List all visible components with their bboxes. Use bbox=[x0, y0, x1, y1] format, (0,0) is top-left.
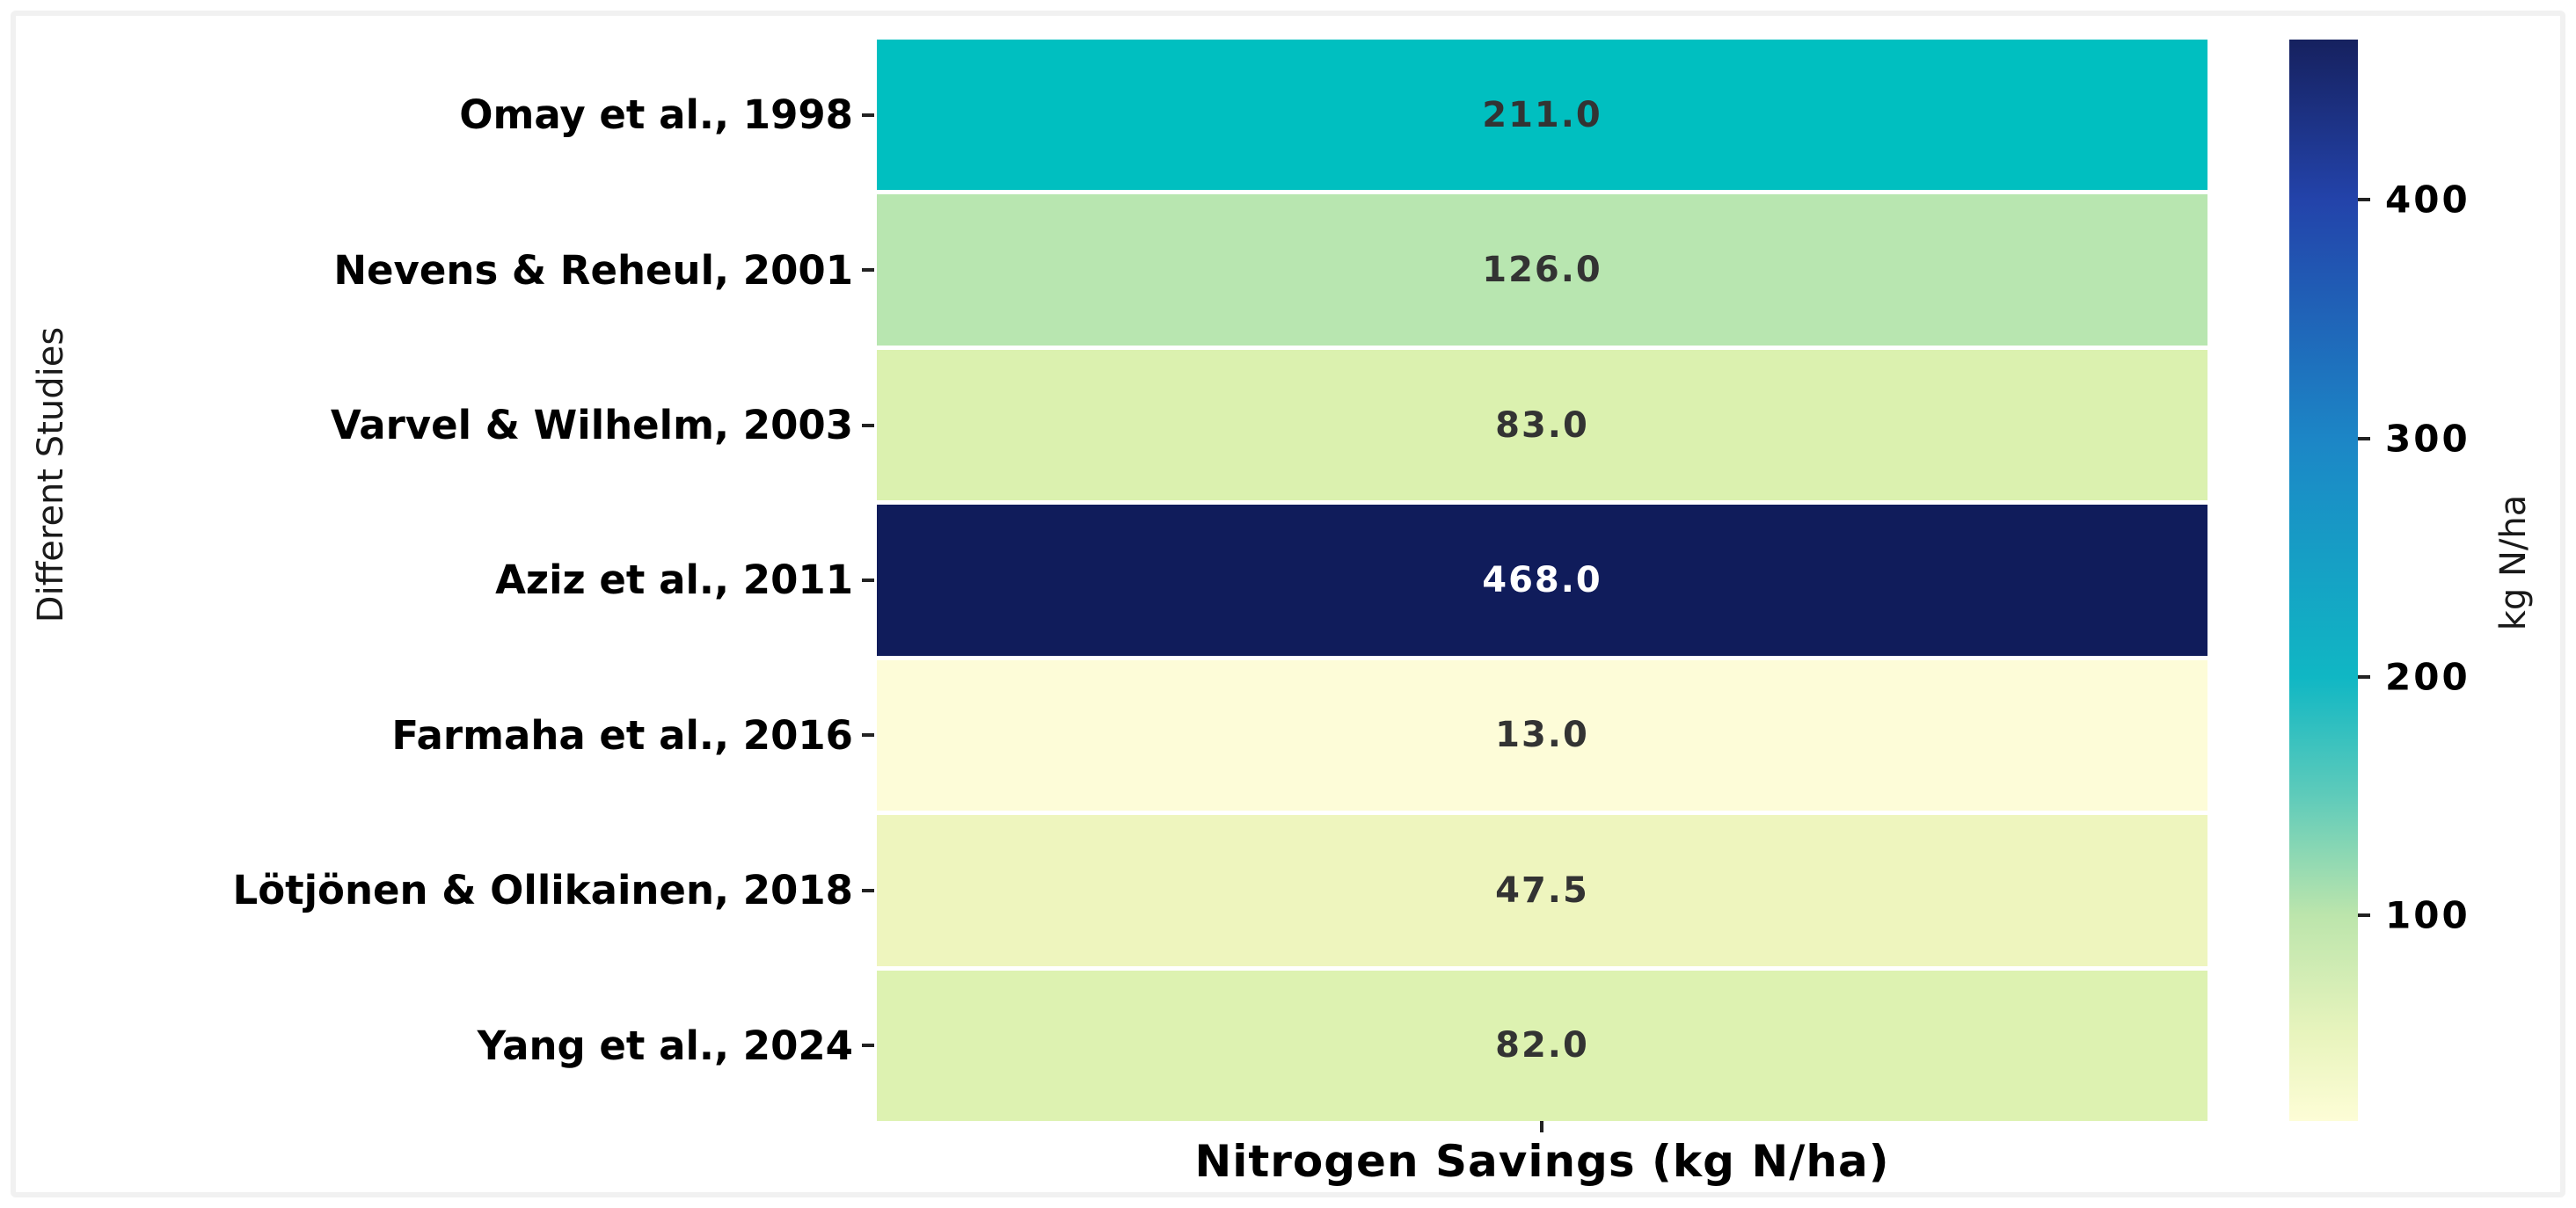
y-tick-label: Nevens & Reheul, 2001 bbox=[333, 246, 853, 294]
colorbar-tick-label: 200 bbox=[2385, 655, 2470, 699]
heatmap-cell: 468.0 bbox=[877, 505, 2207, 656]
y-tick-mark bbox=[862, 733, 874, 738]
cell-value: 211.0 bbox=[1482, 94, 1602, 135]
y-tick: Aziz et al., 2011 bbox=[44, 505, 874, 655]
y-tick-mark bbox=[862, 113, 874, 117]
heatmap-plot-area: 211.0 126.0 83.0 468.0 13.0 47.5 82.0 bbox=[877, 40, 2207, 1121]
heatmap-cell: 83.0 bbox=[877, 349, 2207, 501]
y-tick-mark bbox=[862, 423, 874, 427]
colorbar-tick-mark bbox=[2358, 437, 2370, 440]
y-tick: Nevens & Reheul, 2001 bbox=[44, 194, 874, 345]
heatmap-cell: 47.5 bbox=[877, 815, 2207, 966]
colorbar-tick-label: 300 bbox=[2385, 417, 2470, 461]
colorbar-tick-mark bbox=[2358, 675, 2370, 679]
y-tick-mark bbox=[862, 268, 874, 273]
y-tick-mark bbox=[862, 1044, 874, 1048]
y-tick-label: Farmaha et al., 2016 bbox=[391, 711, 853, 759]
y-tick-label: Yang et al., 2024 bbox=[477, 1022, 853, 1069]
colorbar-axis-label: kg N/ha bbox=[2493, 494, 2534, 631]
y-tick-label: Varvel & Wilhelm, 2003 bbox=[330, 402, 853, 449]
y-tick: Lötjönen & Ollikainen, 2018 bbox=[44, 815, 874, 965]
x-axis-label: Nitrogen Savings (kg N/ha) bbox=[1194, 1136, 1890, 1187]
x-tick-mark bbox=[1540, 1121, 1543, 1132]
y-tick-label: Lötjönen & Ollikainen, 2018 bbox=[232, 867, 853, 914]
cell-value: 468.0 bbox=[1482, 559, 1602, 600]
heatmap-cell: 82.0 bbox=[877, 970, 2207, 1121]
colorbar-tick-mark bbox=[2358, 913, 2370, 917]
cell-value: 82.0 bbox=[1495, 1025, 1589, 1066]
y-tick-label: Omay et al., 1998 bbox=[459, 91, 853, 139]
y-axis-tick-labels: Omay et al., 1998 Nevens & Reheul, 2001 … bbox=[44, 40, 874, 1121]
y-tick: Omay et al., 1998 bbox=[44, 40, 874, 190]
colorbar-tick-label: 100 bbox=[2385, 893, 2470, 937]
y-tick-mark bbox=[862, 888, 874, 892]
colorbar bbox=[2289, 40, 2358, 1121]
cell-value: 83.0 bbox=[1495, 404, 1589, 446]
y-tick: Yang et al., 2024 bbox=[44, 971, 874, 1121]
colorbar-tick-label: 400 bbox=[2385, 178, 2470, 222]
heatmap-cell: 126.0 bbox=[877, 194, 2207, 346]
y-tick: Farmaha et al., 2016 bbox=[44, 660, 874, 811]
y-tick: Varvel & Wilhelm, 2003 bbox=[44, 350, 874, 500]
heatmap-cell: 211.0 bbox=[877, 40, 2207, 191]
cell-value: 47.5 bbox=[1495, 870, 1589, 911]
cell-value: 126.0 bbox=[1482, 250, 1602, 291]
y-tick-mark bbox=[862, 578, 874, 582]
colorbar-tick-mark bbox=[2358, 198, 2370, 201]
y-tick-label: Aziz et al., 2011 bbox=[495, 557, 853, 604]
heatmap-cell: 13.0 bbox=[877, 659, 2207, 811]
cell-value: 13.0 bbox=[1495, 715, 1589, 756]
